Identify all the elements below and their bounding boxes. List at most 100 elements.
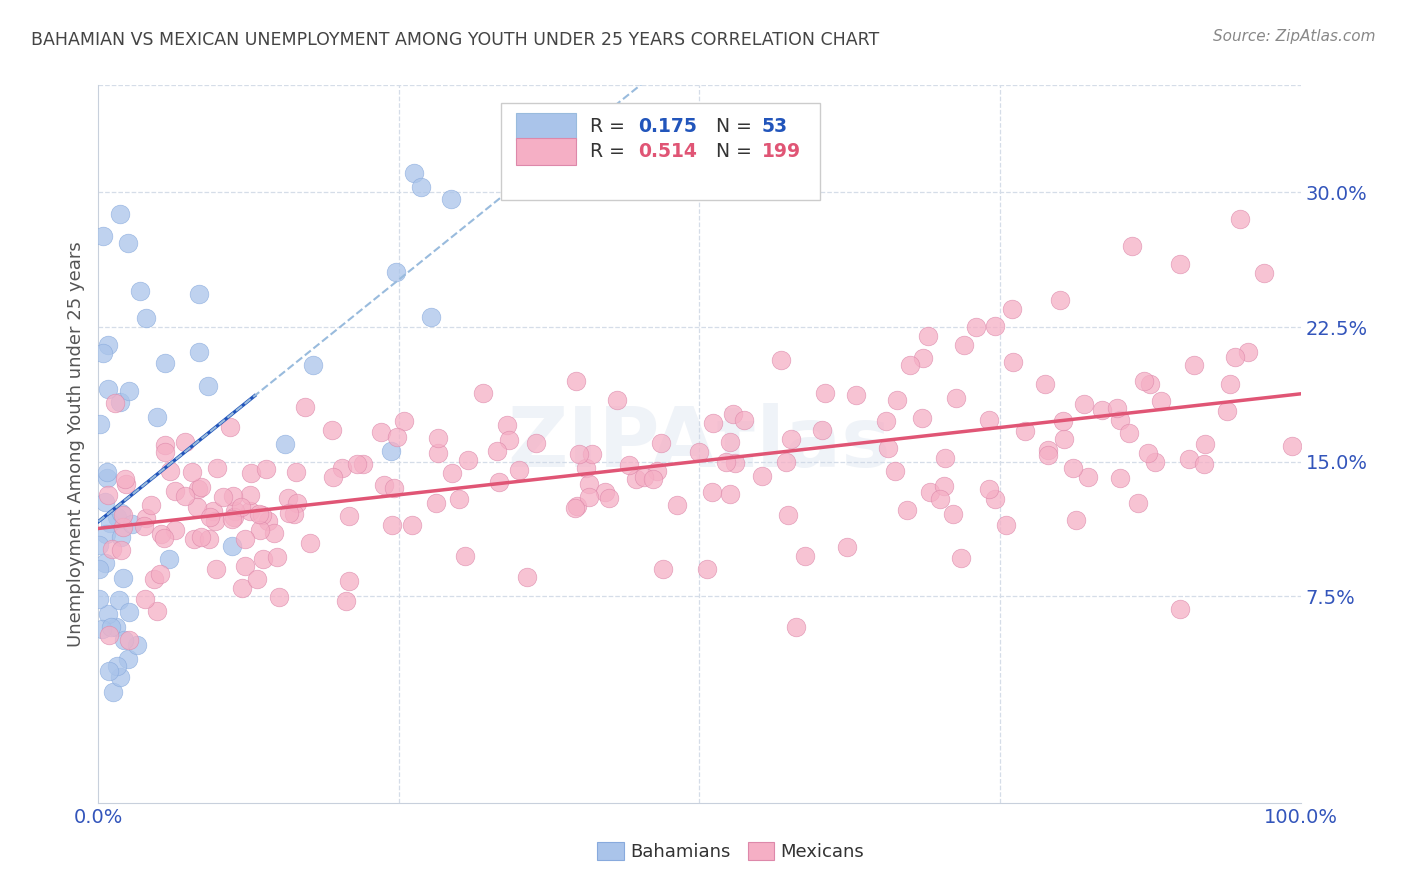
Point bbox=[645, 465, 668, 479]
Point bbox=[633, 469, 655, 483]
Point bbox=[811, 423, 834, 437]
Point bbox=[524, 436, 547, 450]
Point bbox=[942, 507, 965, 521]
Text: 53: 53 bbox=[762, 117, 789, 136]
Point bbox=[121, 516, 143, 531]
Point bbox=[419, 310, 441, 325]
Text: R =: R = bbox=[591, 117, 631, 136]
Point bbox=[718, 486, 741, 500]
Point bbox=[440, 192, 463, 206]
Point bbox=[247, 507, 270, 521]
Point bbox=[598, 491, 620, 506]
Text: BAHAMIAN VS MEXICAN UNEMPLOYMENT AMONG YOUTH UNDER 25 YEARS CORRELATION CHART: BAHAMIAN VS MEXICAN UNEMPLOYMENT AMONG Y… bbox=[31, 31, 879, 49]
Point bbox=[277, 491, 299, 505]
Point bbox=[239, 504, 262, 518]
Point bbox=[1064, 513, 1087, 527]
Point bbox=[224, 510, 246, 524]
Point bbox=[96, 465, 118, 479]
Point bbox=[118, 633, 141, 648]
Point bbox=[330, 460, 353, 475]
Point bbox=[218, 420, 240, 434]
Point bbox=[1281, 438, 1303, 452]
Point bbox=[1107, 401, 1129, 416]
Point bbox=[425, 495, 447, 509]
Point bbox=[1150, 393, 1173, 408]
Point bbox=[94, 556, 117, 570]
Point bbox=[1001, 302, 1024, 317]
Point bbox=[606, 392, 628, 407]
Point bbox=[1118, 425, 1140, 440]
Point bbox=[949, 550, 972, 565]
Point bbox=[845, 388, 868, 402]
Point bbox=[920, 484, 942, 499]
Point bbox=[277, 506, 299, 520]
Point bbox=[246, 572, 269, 586]
Point bbox=[94, 495, 117, 509]
Point bbox=[723, 407, 745, 421]
Point bbox=[110, 395, 132, 409]
Point bbox=[183, 532, 205, 546]
Point bbox=[1128, 496, 1150, 510]
Point bbox=[257, 514, 280, 528]
Point bbox=[153, 444, 176, 458]
Point bbox=[1236, 345, 1258, 359]
Point bbox=[174, 435, 197, 450]
Point bbox=[273, 436, 295, 450]
Point bbox=[508, 463, 530, 477]
Point bbox=[876, 442, 898, 456]
Point bbox=[190, 530, 212, 544]
Point bbox=[652, 562, 675, 576]
Point bbox=[141, 498, 163, 512]
Point bbox=[188, 286, 211, 301]
Point bbox=[269, 591, 291, 605]
Point bbox=[134, 519, 156, 533]
Point bbox=[233, 533, 256, 547]
Point bbox=[688, 445, 710, 459]
Point bbox=[134, 591, 156, 606]
Point bbox=[380, 444, 402, 458]
Point bbox=[105, 509, 128, 524]
Point bbox=[117, 652, 139, 666]
Point bbox=[1133, 374, 1156, 388]
Point bbox=[447, 492, 470, 507]
Point bbox=[780, 432, 803, 446]
Point bbox=[427, 446, 450, 460]
Point bbox=[153, 438, 176, 452]
Point bbox=[1139, 377, 1161, 392]
Point bbox=[180, 465, 202, 479]
Point bbox=[984, 318, 1007, 333]
Point bbox=[886, 393, 908, 408]
Point bbox=[1182, 358, 1205, 372]
Point bbox=[97, 338, 120, 352]
Point bbox=[100, 620, 122, 634]
Point bbox=[1137, 446, 1160, 460]
Point bbox=[142, 572, 165, 586]
Point bbox=[1253, 266, 1275, 280]
Point bbox=[565, 500, 588, 514]
Point bbox=[110, 543, 132, 558]
Point bbox=[117, 235, 139, 250]
Point bbox=[370, 425, 392, 439]
Point bbox=[1194, 437, 1216, 451]
Point bbox=[89, 591, 111, 606]
Point bbox=[186, 500, 208, 515]
Point bbox=[294, 400, 316, 414]
Point bbox=[89, 417, 111, 432]
Point bbox=[702, 416, 724, 430]
Point bbox=[284, 466, 307, 480]
Point bbox=[93, 228, 115, 243]
Y-axis label: Unemployment Among Youth under 25 years: Unemployment Among Youth under 25 years bbox=[66, 241, 84, 647]
Point bbox=[578, 477, 600, 491]
Bar bbox=[748, 842, 775, 860]
Point bbox=[89, 538, 111, 552]
Point bbox=[111, 508, 134, 523]
Point bbox=[174, 489, 197, 503]
Point bbox=[112, 571, 135, 585]
Point bbox=[187, 482, 209, 496]
Point bbox=[928, 491, 950, 506]
Point bbox=[1001, 355, 1024, 369]
Point bbox=[346, 457, 368, 471]
Point bbox=[337, 509, 360, 524]
Point bbox=[98, 628, 121, 642]
Text: 199: 199 bbox=[762, 142, 801, 161]
